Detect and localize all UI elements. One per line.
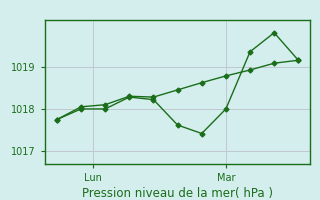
X-axis label: Pression niveau de la mer( hPa ): Pression niveau de la mer( hPa ) xyxy=(82,187,273,200)
